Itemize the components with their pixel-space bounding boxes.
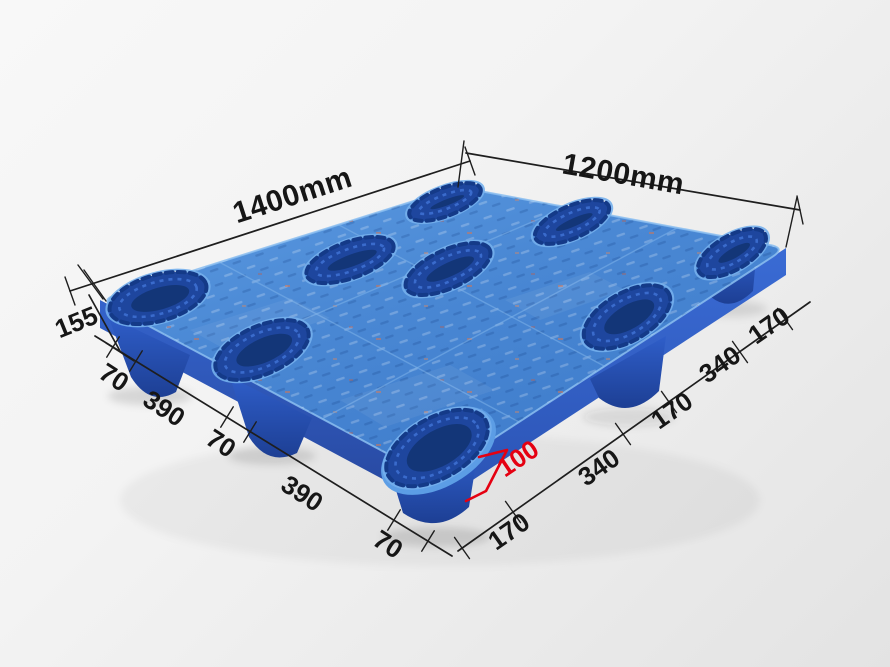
dim-height-label: 155 (50, 300, 101, 344)
leg-recess (302, 233, 398, 287)
pallet (100, 179, 786, 524)
dimension-tick (421, 530, 435, 552)
pallet-leg (590, 336, 666, 408)
pallet-leg (108, 316, 190, 397)
leg-recess (401, 239, 495, 299)
dimension-tick (776, 307, 794, 331)
leg-recesses (105, 179, 770, 495)
leg-recess (694, 225, 770, 281)
leg-width-marker (464, 448, 509, 503)
dimension-tick (105, 336, 121, 358)
leg-recess (530, 196, 614, 248)
dim-width-line (465, 152, 804, 248)
leg-recess (381, 406, 496, 495)
dimension-annotations (64, 140, 811, 560)
dimension-tick (614, 422, 632, 446)
dim-width-label: 1200mm (560, 148, 687, 202)
dimension-tick (504, 500, 522, 524)
dimension-tick (731, 340, 749, 364)
dim-length-label: 1400mm (229, 161, 356, 230)
dim-right-edge-chain (453, 301, 811, 560)
pallet-leg (230, 377, 312, 458)
leg-recess (579, 281, 675, 353)
dimension-tick (128, 350, 144, 372)
dim-segment-label: 340 (693, 340, 746, 389)
dimension-tick (660, 390, 678, 414)
leg-recess (405, 179, 485, 225)
dimension-tick (219, 406, 235, 428)
speck-texture (107, 188, 779, 474)
dim-length-line (64, 140, 476, 306)
dim-left-edge-chain (94, 335, 453, 557)
dimension-tick (453, 536, 471, 560)
dimension-tick (242, 421, 257, 443)
dimension-tick (387, 509, 401, 531)
leg-recess (105, 268, 211, 328)
leg-recess (211, 316, 313, 384)
